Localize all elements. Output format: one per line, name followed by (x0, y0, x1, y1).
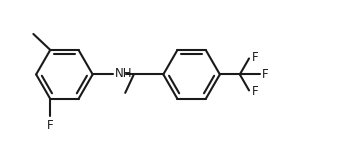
Text: NH: NH (115, 67, 132, 80)
Text: F: F (47, 120, 54, 133)
Text: F: F (252, 51, 258, 64)
Text: F: F (252, 84, 258, 97)
Text: F: F (262, 68, 269, 81)
